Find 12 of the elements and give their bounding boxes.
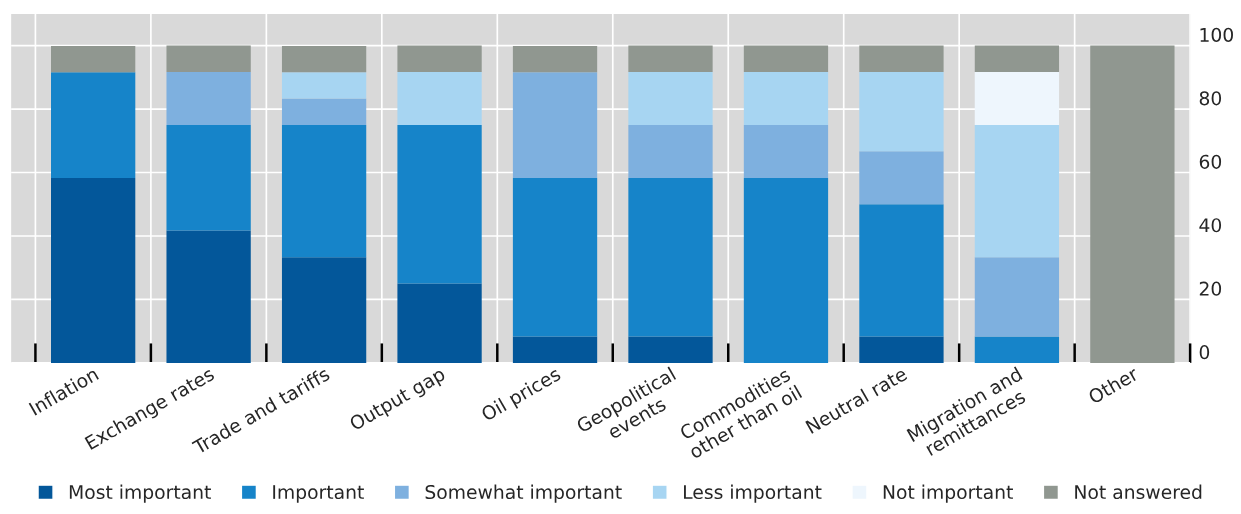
legend-label: Not answered [1075,484,1202,500]
legend-label: Most important [69,484,211,503]
legend-label: Important [273,485,364,503]
y-tick-label: 20 [1199,281,1222,296]
y-tick-label: 60 [1199,154,1222,169]
y-tick-label: 0 [1199,345,1210,360]
legend-label: Somewhat important [425,484,622,503]
y-tick-label: 40 [1199,218,1222,233]
legend-label: Not important [883,484,1013,503]
y-tick-label: 80 [1199,91,1222,106]
legend-label: Less important [684,484,822,503]
y-tick-label: 100 [1200,27,1233,42]
